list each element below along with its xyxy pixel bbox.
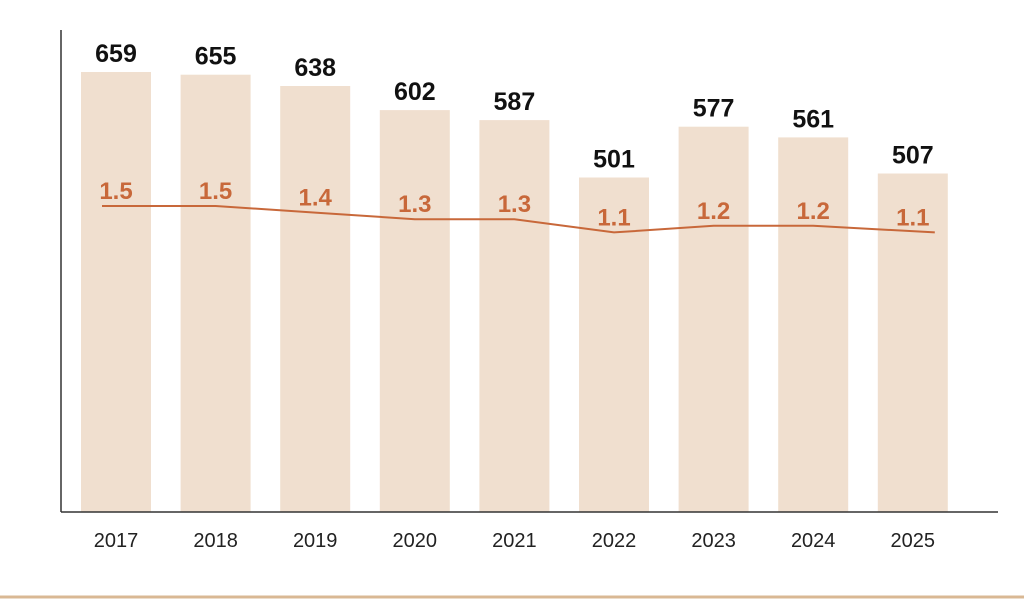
x-tick-group: 2017 2018 2019 2020 2021 2022 2023 2024 2025 [94, 530, 935, 552]
x-tick-label-2021: 2021 [492, 530, 537, 552]
bar-value-label-2022: 501 [593, 146, 635, 174]
x-tick-label-2018: 2018 [193, 530, 238, 552]
x-tick-label-2022: 2022 [592, 530, 637, 552]
x-tick-label-2020: 2020 [393, 530, 438, 552]
bar-value-label-2021: 587 [494, 88, 536, 116]
bar-value-label-2025: 507 [892, 142, 934, 170]
bar-value-label-2024: 561 [792, 105, 834, 133]
bar-group [81, 72, 948, 512]
line-value-label-2024: 1.2 [797, 198, 830, 225]
bar-value-label-2020: 602 [394, 78, 436, 106]
x-tick-label-2023: 2023 [691, 530, 736, 552]
line-value-label-2023: 1.2 [697, 198, 730, 225]
line-value-label-2020: 1.3 [398, 191, 431, 218]
x-tick-label-2019: 2019 [293, 530, 338, 552]
x-tick-label-2024: 2024 [791, 530, 836, 552]
line-value-label-2017: 1.5 [99, 178, 132, 205]
x-tick-label-2017: 2017 [94, 530, 139, 552]
bar-2017 [81, 72, 151, 512]
line-value-label-2018: 1.5 [199, 178, 232, 205]
series-line [102, 205, 935, 234]
bar-value-label-2019: 638 [294, 54, 336, 82]
line-label-group: 1.5 1.5 1.4 1.3 1.3 1.1 1.2 1.2 1.1 [99, 178, 929, 231]
line-value-label-2022: 1.1 [597, 204, 630, 231]
line-value-label-2019: 1.4 [299, 185, 333, 212]
line-value-label-2021: 1.3 [498, 191, 531, 218]
bar-2024 [778, 137, 849, 512]
bar-value-label-2017: 659 [95, 40, 137, 68]
bar-value-label-2023: 577 [693, 95, 735, 123]
bar-2018 [180, 74, 251, 512]
bar-2023 [678, 126, 749, 512]
bar-2020 [379, 110, 450, 512]
bar-value-label-2018: 655 [195, 43, 237, 71]
bar-2021 [479, 120, 550, 512]
x-tick-label-2025: 2025 [891, 530, 936, 552]
line-value-label-2025: 1.1 [896, 204, 929, 231]
bar-2019 [280, 86, 351, 512]
bar-label-group: 659 655 638 602 587 501 577 561 507 [95, 40, 934, 174]
